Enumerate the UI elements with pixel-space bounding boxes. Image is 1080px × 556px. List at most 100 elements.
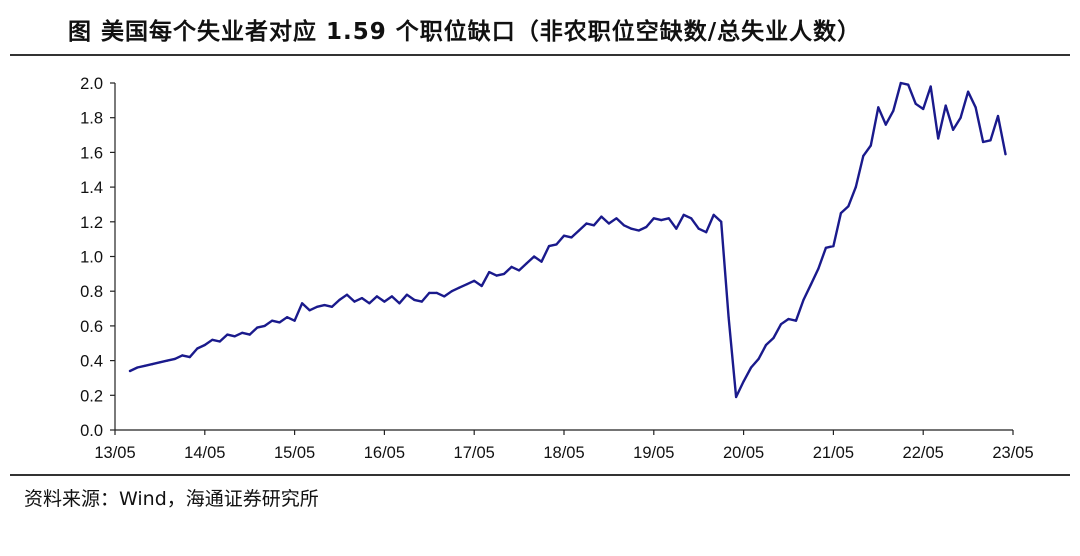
data-point — [907, 83, 910, 86]
data-point — [345, 293, 349, 296]
data-point — [570, 236, 573, 239]
data-point — [547, 245, 551, 248]
data-point — [420, 300, 423, 303]
data-point — [839, 212, 843, 215]
data-point — [862, 154, 865, 157]
footer-divider — [10, 474, 1070, 476]
data-point — [794, 319, 798, 322]
data-point — [562, 234, 566, 237]
y-tick-label: 0.8 — [80, 283, 103, 301]
data-point — [510, 265, 513, 268]
data-point — [697, 227, 700, 230]
data-point — [428, 291, 431, 294]
x-tick-label: 15/05 — [274, 444, 315, 462]
series-line — [128, 81, 1007, 399]
data-point — [787, 317, 790, 321]
data-point — [884, 123, 887, 126]
x-tick-label: 20/05 — [723, 444, 764, 462]
data-point — [877, 106, 880, 109]
data-point — [854, 186, 857, 189]
x-tick-label: 22/05 — [903, 444, 944, 462]
source-note: 资料来源：Wind，海通证券研究所 — [24, 488, 319, 510]
data-point — [316, 305, 319, 308]
x-tick-label: 17/05 — [454, 444, 495, 462]
data-point — [390, 295, 393, 298]
y-tick-label: 0.6 — [80, 318, 103, 336]
x-tick-label: 18/05 — [543, 444, 584, 462]
data-point — [637, 229, 640, 232]
data-point — [869, 144, 872, 147]
data-point — [308, 309, 311, 312]
data-point — [660, 219, 663, 222]
data-point — [143, 364, 146, 367]
data-point — [847, 205, 850, 208]
y-tick-label: 1.0 — [80, 249, 103, 267]
data-point — [286, 316, 289, 319]
data-point — [480, 284, 483, 288]
data-point — [1004, 153, 1007, 156]
data-point — [922, 107, 925, 111]
data-point — [368, 302, 371, 305]
series-layer — [128, 81, 1007, 399]
data-point — [226, 333, 229, 336]
data-point — [967, 90, 970, 93]
data-point — [585, 222, 588, 225]
data-point — [450, 290, 453, 293]
data-point — [128, 369, 132, 373]
data-point — [458, 286, 461, 289]
data-point — [353, 300, 356, 303]
data-point — [615, 217, 618, 220]
data-point — [158, 361, 161, 364]
y-tick-label: 0.0 — [80, 422, 103, 440]
x-tick-label: 13/05 — [94, 444, 135, 462]
data-point — [398, 302, 401, 305]
data-point — [809, 283, 813, 286]
data-point — [667, 217, 670, 220]
data-point — [989, 139, 992, 142]
data-point — [757, 357, 760, 360]
data-point — [330, 305, 334, 308]
line-chart: 0.00.20.40.60.81.01.21.41.61.82.0 13/05 1… — [80, 75, 1034, 462]
data-point — [675, 227, 678, 230]
x-tick-label: 23/05 — [992, 444, 1033, 462]
data-point — [405, 293, 408, 296]
data-point — [360, 297, 364, 300]
data-point — [188, 356, 191, 359]
x-tick-label: 16/05 — [364, 444, 405, 462]
data-point — [488, 271, 491, 274]
data-point — [959, 116, 962, 119]
data-point — [233, 335, 236, 338]
x-tick-label: 19/05 — [633, 444, 674, 462]
title-bar: 图 美国每个失业者对应 1.59 个职位缺口（非农职位空缺数/总失业人数） — [0, 0, 1080, 52]
data-point — [750, 366, 753, 369]
data-point — [338, 298, 341, 301]
data-point — [742, 380, 745, 383]
data-point — [600, 215, 603, 218]
data-point — [495, 274, 498, 277]
data-point — [705, 231, 708, 234]
y-tick-label: 2.0 — [80, 75, 103, 93]
data-point — [720, 220, 723, 223]
data-point — [944, 104, 947, 107]
data-point — [301, 302, 304, 305]
data-point — [592, 224, 596, 227]
data-point — [832, 245, 835, 248]
y-tick-label: 0.4 — [80, 353, 103, 371]
y-tick-label: 1.2 — [80, 214, 103, 232]
x-tick-label: 14/05 — [184, 444, 225, 462]
data-point — [772, 336, 775, 340]
chart-title: 图 美国每个失业者对应 1.59 个职位缺口（非农职位空缺数/总失业人数） — [68, 19, 862, 45]
data-point — [196, 347, 199, 350]
y-tick-label: 1.4 — [80, 179, 103, 197]
data-point — [824, 246, 828, 249]
data-point — [929, 85, 932, 88]
y-tick-label: 1.8 — [80, 110, 103, 128]
data-point — [937, 137, 940, 140]
data-point — [735, 395, 738, 399]
data-point — [712, 213, 715, 216]
data-point — [473, 279, 476, 282]
y-axis: 0.0 0.2 0.4 0.6 0.8 1.0 1.2 1.4 1.6 1.8 2.0 — [80, 75, 116, 440]
data-point — [503, 272, 506, 275]
data-point — [996, 114, 1000, 118]
data-point — [203, 343, 206, 347]
